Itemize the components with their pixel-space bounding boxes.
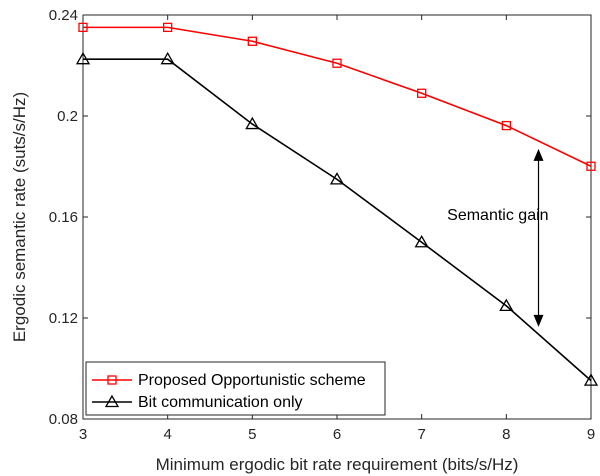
data-point [501,120,511,131]
data-point [160,51,175,65]
series-line [83,26,592,167]
annotation-layer: Semantic gain [447,148,549,327]
tick-labels: 3 4 5 6 7 8 9 0.08 0.12 0.16 0.2 0.24 [49,7,595,443]
legend-box [85,361,386,416]
y-tick-label: 0.12 [49,310,78,327]
plot-area [82,14,592,420]
legend-marker [104,394,120,408]
series-1 [78,22,596,171]
data-point [329,172,345,185]
legend: Proposed Opportunistic scheme Bit communi… [85,361,386,416]
data-point [417,88,427,98]
data-point [586,161,596,171]
legend-label: Bit communication only [138,394,303,411]
x-tick-label: 6 [333,426,341,443]
legend-marker [107,375,117,385]
series-layer [75,22,599,386]
y-tick-label: 0.16 [49,209,78,226]
x-axis-label: Minimum ergodic bit rate requirement (bi… [156,455,519,474]
legend-label: Proposed Opportunistic scheme [138,372,366,389]
data-point [163,22,173,33]
y-tick-label: 0.08 [49,411,78,428]
legend-item-2: Bit communication only [92,394,303,411]
data-point [245,116,260,130]
y-tick-label: 0.24 [49,7,78,24]
data-point [414,234,429,248]
y-tick-label: 0.2 [57,108,78,125]
x-tick-label: 4 [163,426,171,443]
series-2 [75,51,599,386]
series-line [83,58,592,382]
data-point [499,298,514,312]
x-tick-label: 3 [79,426,87,443]
data-point [332,58,342,68]
data-point [247,36,257,46]
semantic-gain-label: Semantic gain [447,207,548,224]
data-point [78,22,88,33]
arrow-head-down [533,314,544,327]
arrow-head-up [533,148,544,161]
legend-item-1: Proposed Opportunistic scheme [92,372,366,389]
y-axis-label: Ergodic semantic rate (suts/s/Hz) [10,92,29,342]
data-point [75,51,91,65]
x-tick-label: 8 [502,426,510,443]
x-tick-label: 5 [248,426,256,443]
x-tick-label: 9 [587,426,595,443]
data-point [583,373,599,386]
x-tick-label: 7 [417,426,425,443]
